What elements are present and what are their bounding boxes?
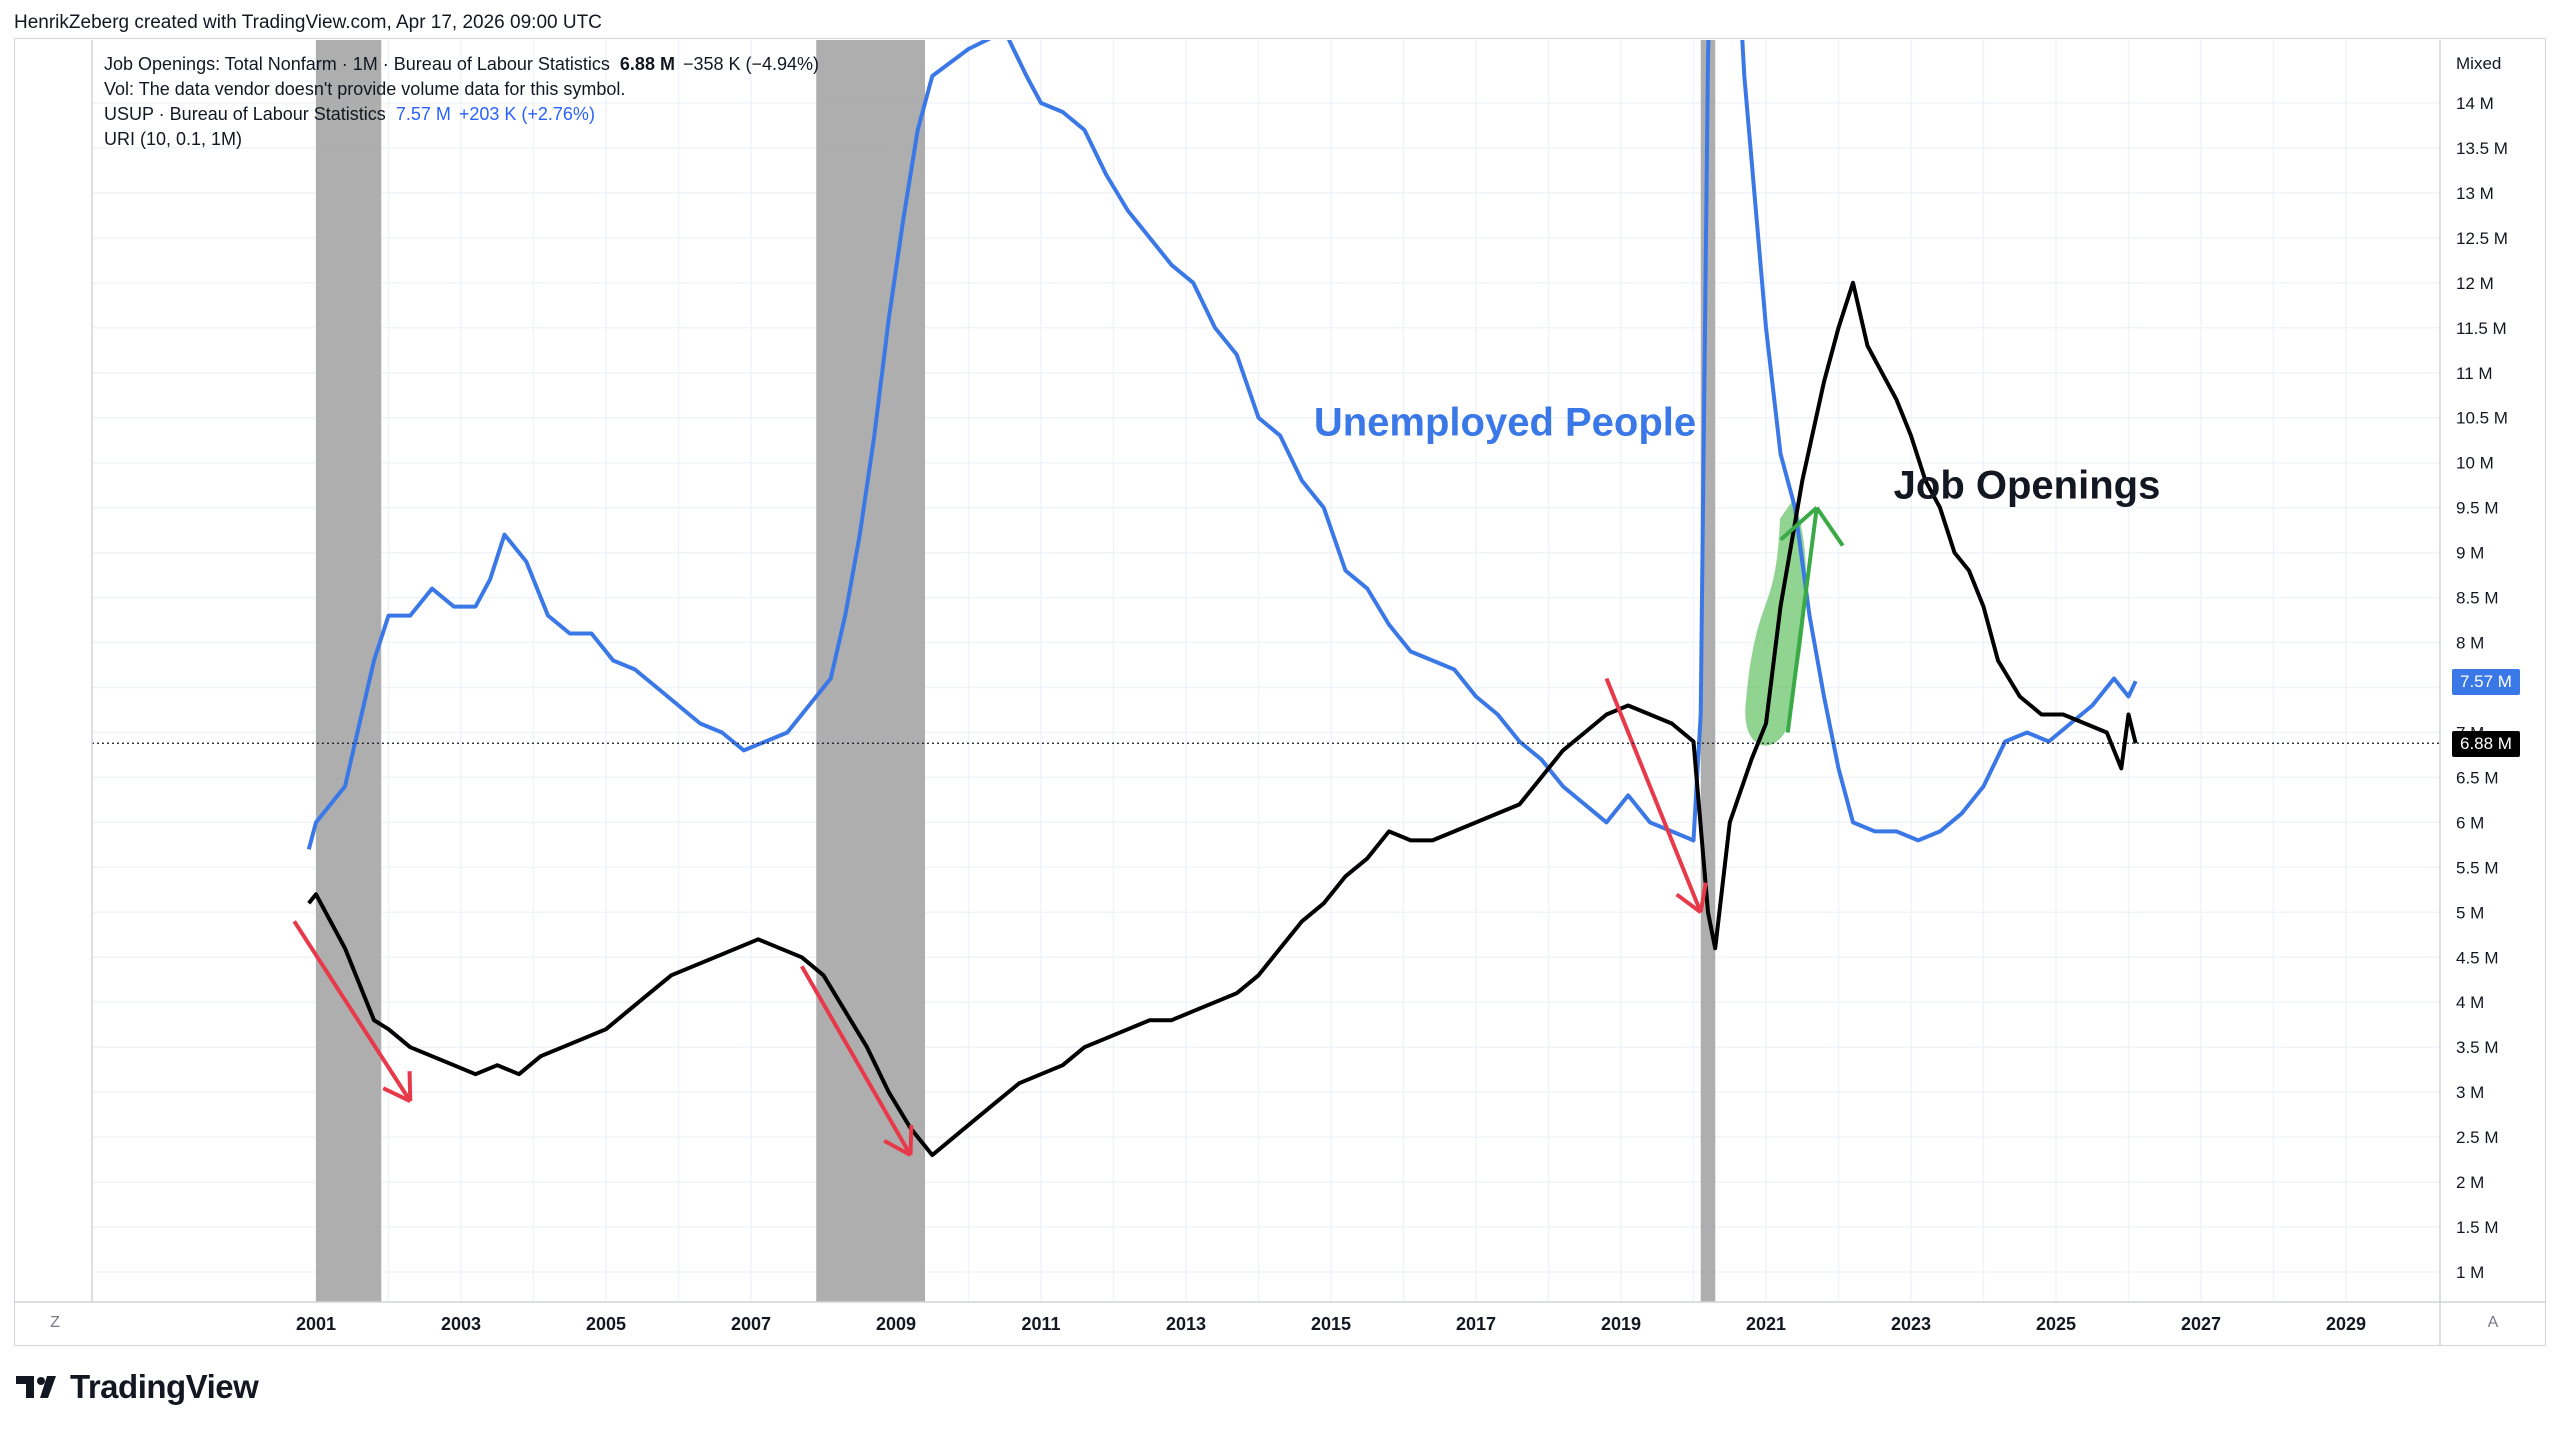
legend-job-openings-name: Job Openings: Total Nonfarm · 1M · Burea…: [104, 54, 610, 74]
y-tick-label: 12 M: [2456, 274, 2494, 293]
y-tick-label: 13.5 M: [2456, 139, 2508, 158]
chart-creator-line: HenrikZeberg created with TradingView.co…: [14, 12, 602, 33]
decline-arrow-head: [908, 1125, 914, 1156]
decline-arrow-head: [382, 1086, 412, 1103]
y-tick-label: 12.5 M: [2456, 229, 2508, 248]
series-legend: Job Openings: Total Nonfarm · 1M · Burea…: [104, 52, 819, 152]
legend-row-job-openings[interactable]: Job Openings: Total Nonfarm · 1M · Burea…: [104, 52, 819, 77]
scale-mode-label[interactable]: Mixed: [2456, 54, 2502, 73]
legend-row-usup[interactable]: USUP · Bureau of Labour Statistics 7.57 M…: [104, 102, 819, 127]
y-tick-label: 11 M: [2456, 364, 2493, 383]
y-tick-label: 13 M: [2456, 184, 2494, 203]
legend-job-openings-change: −358 K (−4.94%): [682, 54, 820, 74]
tradingview-logo[interactable]: TradingView: [16, 1368, 259, 1406]
x-tick-label: 2023: [1891, 1314, 1931, 1334]
legend-job-openings-value: 6.88 M: [619, 54, 675, 74]
y-tick-label: 6 M: [2456, 813, 2484, 832]
y-tick-label: 10 M: [2456, 454, 2494, 473]
y-tick-label: 9.5 M: [2456, 499, 2499, 518]
y-tick-label: 1 M: [2456, 1263, 2484, 1282]
y-tick-label: 5.5 M: [2456, 858, 2499, 877]
x-tick-label: 2019: [1601, 1314, 1641, 1334]
y-tick-label: 10.5 M: [2456, 409, 2508, 428]
x-tick-label: 2003: [441, 1314, 481, 1334]
decline-arrow: [800, 965, 913, 1157]
x-tick-label: 2013: [1166, 1314, 1206, 1334]
legend-usup-name: USUP · Bureau of Labour Statistics: [104, 104, 386, 124]
y-tick-label: 4.5 M: [2456, 948, 2499, 967]
y-tick-label: 3 M: [2456, 1083, 2484, 1102]
legend-usup-value: 7.57 M: [395, 104, 451, 124]
legend-volume-note: Vol: The data vendor doesn't provide vol…: [104, 79, 626, 99]
decline-arrow-head: [1698, 882, 1708, 913]
x-tick-label: 2007: [731, 1314, 771, 1334]
recovery-arrow: [1785, 507, 1819, 733]
x-tick-label: 2009: [876, 1314, 916, 1334]
x-tick-label: 2029: [2326, 1314, 2366, 1334]
y-tick-label: 5 M: [2456, 903, 2484, 922]
y-tick-label: 6.5 M: [2456, 768, 2499, 787]
decline-arrow-head: [407, 1071, 413, 1102]
y-tick-label: 2 M: [2456, 1173, 2484, 1192]
legend-indicator[interactable]: URI (10, 0.1, 1M): [104, 129, 243, 149]
x-tick-label: 2015: [1311, 1314, 1351, 1334]
x-tick-label: 2017: [1456, 1314, 1496, 1334]
tradingview-logo-text: TradingView: [70, 1368, 259, 1405]
recovery-highlight: [1745, 498, 1807, 746]
legend-usup-change: +203 K (+2.76%): [458, 104, 595, 124]
decline-arrow: [292, 920, 412, 1103]
y-tick-label: 1.5 M: [2456, 1218, 2499, 1237]
series-line-job-openings: [307, 280, 2138, 1158]
recovery-arrow-head: [1779, 506, 1819, 542]
annotation-unemployed-people: Unemployed People: [1314, 401, 1696, 445]
decline-arrow-head: [883, 1139, 912, 1157]
x-tick-label: 2027: [2181, 1314, 2221, 1334]
y-tick-label: 4 M: [2456, 993, 2484, 1012]
x-tick-label: 2011: [1021, 1314, 1060, 1334]
log-scale-toggle[interactable]: Z: [50, 1314, 60, 1331]
y-tick-label: 8.5 M: [2456, 589, 2499, 608]
y-tick-label: 9 M: [2456, 544, 2484, 563]
tradingview-logo-icon: [16, 1376, 56, 1398]
x-tick-label: 2005: [586, 1314, 626, 1334]
y-tick-label: 2.5 M: [2456, 1128, 2499, 1147]
annotation-job-openings: Job Openings: [1894, 464, 2161, 508]
decline-arrow: [1604, 677, 1703, 914]
y-tick-label: 14 M: [2456, 94, 2494, 113]
chart-frame: [14, 38, 2546, 1346]
y-tick-label: 11.5 M: [2456, 319, 2507, 338]
decline-arrow-head: [1675, 892, 1702, 914]
x-tick-label: 2025: [2036, 1314, 2076, 1334]
price-tag-openings: 6.88 M: [2452, 731, 2520, 757]
y-tick-label: 8 M: [2456, 634, 2484, 653]
recovery-arrow-head: [1815, 506, 1845, 547]
y-tick-label: 3.5 M: [2456, 1038, 2499, 1057]
x-tick-label: 2001: [296, 1314, 336, 1334]
series-line-unemployed-people: [306, 40, 2138, 850]
price-tag-unemployed: 7.57 M: [2452, 669, 2520, 695]
x-tick-label: 2021: [1746, 1314, 1786, 1334]
auto-scale-toggle[interactable]: A: [2487, 1314, 2499, 1331]
